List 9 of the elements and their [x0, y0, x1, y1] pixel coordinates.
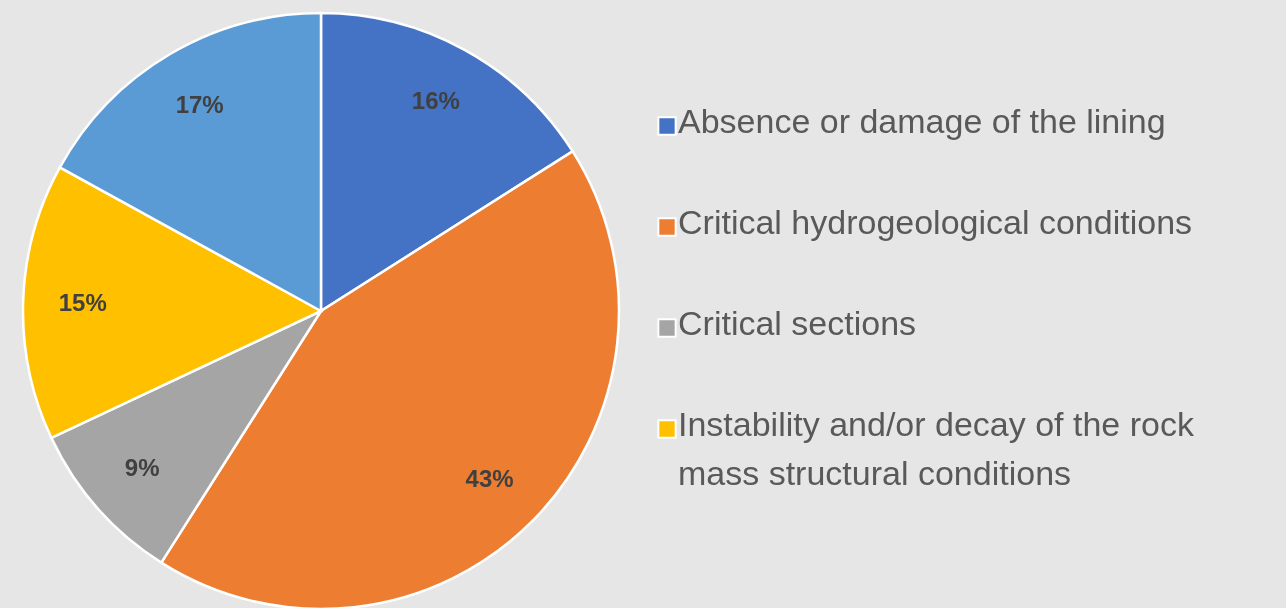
data-label: 43%: [465, 464, 514, 492]
data-label: 9%: [124, 453, 160, 481]
legend-label: Critical hydrogeological conditions: [678, 203, 1193, 241]
data-label: 17%: [175, 90, 224, 118]
legend-label: Instability and/or decay of the rock mass structural conditions: [678, 405, 1195, 492]
data-label: 15%: [58, 288, 107, 316]
data-label: 16%: [411, 87, 460, 115]
legend-label: Absence or damage of the lining: [678, 102, 1166, 140]
legend-label: Critical sections: [678, 304, 917, 342]
